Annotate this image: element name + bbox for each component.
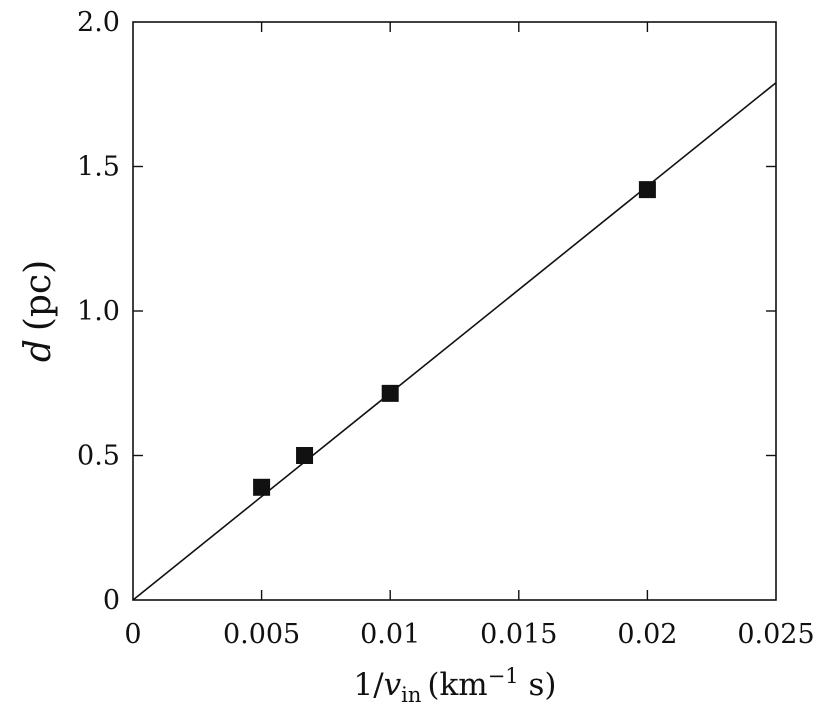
x-axis-label: 1/vin (km−1 s) [353, 664, 556, 707]
data-point [381, 384, 399, 402]
data-point [296, 447, 314, 464]
y-axis-label: d (pc) [18, 260, 59, 362]
fit-layer [132, 82, 777, 601]
y-tick-label: 2.0 [77, 7, 120, 38]
data-point [253, 478, 271, 496]
x-axis-label-var: v [384, 667, 402, 703]
x-axis-label-sub: in [401, 683, 421, 707]
markers-layer [253, 181, 656, 496]
y-axis-label-var: d [18, 339, 59, 362]
x-tick-labels: 0 0.005 0.01 0.015 0.02 0.025 [124, 619, 814, 650]
data-point [638, 181, 656, 199]
x-tick-label: 0.025 [737, 619, 814, 650]
y-axis-label-unit: (pc) [18, 260, 59, 331]
ticks-layer [133, 22, 776, 600]
x-axis-label-unit-sup: −1 [488, 664, 519, 688]
y-tick-label: 0.5 [77, 441, 120, 472]
x-tick-label: 0.01 [360, 619, 420, 650]
x-tick-label: 0.005 [223, 619, 300, 650]
x-axis-label-unit-open: (km [427, 667, 487, 703]
fit-line [132, 82, 777, 601]
x-tick-label: 0.015 [480, 619, 557, 650]
x-axis-label-main: 1/ [353, 667, 384, 703]
x-tick-label: 0 [124, 619, 141, 650]
x-tick-label: 0.02 [617, 619, 677, 650]
y-tick-label: 1.5 [77, 152, 120, 183]
x-axis-label-unit-close: s) [519, 667, 557, 703]
y-tick-label: 0 [103, 585, 120, 616]
y-tick-labels: 0 0.5 1.0 1.5 2.0 [77, 7, 120, 616]
plot-frame [132, 21, 777, 601]
y-tick-label: 1.0 [77, 296, 120, 327]
